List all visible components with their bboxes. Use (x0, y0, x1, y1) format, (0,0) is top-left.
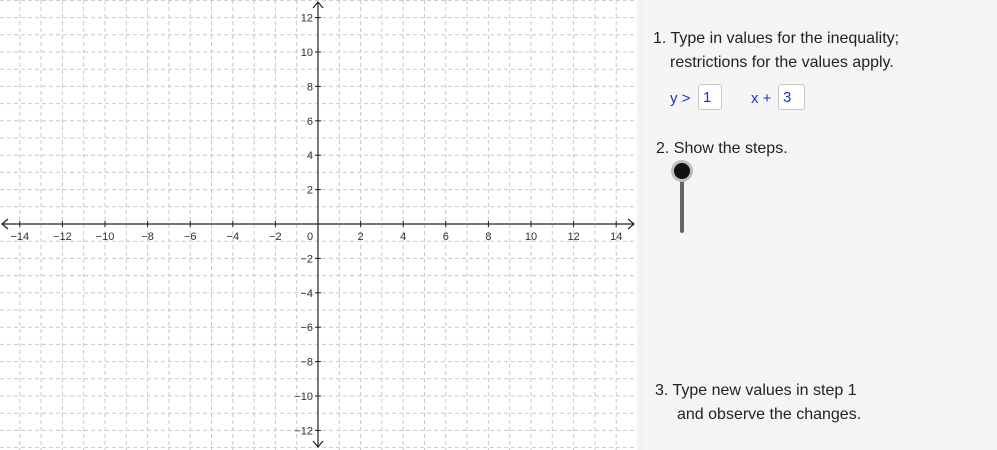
x-tick-label: −8 (141, 231, 154, 243)
x-tick-label: −2 (269, 231, 282, 243)
inequality-prefix: y > (670, 90, 691, 107)
y-tick-label: −12 (294, 425, 313, 437)
y-tick-label: −2 (300, 253, 313, 265)
x-axis-arrow-left (1, 218, 9, 230)
x-tick-label: 10 (525, 231, 537, 243)
slope-input[interactable]: 1 (698, 84, 722, 110)
coordinate-plane[interactable]: −14 −12 −10 −8 −6 −4 −2 2 4 6 8 10 12 14 0 12 10 8 6 4 2 −2 −… (0, 0, 637, 450)
x-tick-label: 6 (443, 231, 449, 243)
x-tick-label: −10 (96, 231, 115, 243)
y-tick-label: −8 (300, 357, 313, 369)
step3-title: 3. Type new values in step 1 (655, 382, 857, 399)
x-tick-label: 8 (485, 231, 491, 243)
x-tick-label: −12 (53, 231, 72, 243)
steps-slider-handle[interactable] (674, 163, 690, 179)
x-tick-label: −6 (184, 231, 197, 243)
y-tick-label: 8 (307, 81, 313, 93)
y-axis-arrow-up (312, 1, 324, 9)
steps-slider-track[interactable] (680, 171, 684, 233)
step1-title: 1. Type in values for the inequality; (653, 30, 900, 47)
y-tick-label: 6 (307, 116, 313, 128)
instructions-panel: 1. Type in values for the inequality; re… (643, 0, 997, 450)
y-tick-label: 4 (307, 150, 313, 162)
x-tick-label: 12 (567, 231, 579, 243)
intercept-input[interactable]: 3 (778, 84, 805, 110)
y-tick-label: −10 (294, 391, 313, 403)
x-axis-arrow-right (627, 218, 635, 230)
x-tick-label: −4 (227, 231, 240, 243)
x-tick-label: 14 (610, 231, 622, 243)
x-tick-label: −14 (10, 231, 29, 243)
origin-label: 0 (307, 231, 313, 243)
y-tick-label: −6 (300, 322, 313, 334)
y-tick-label: 12 (301, 13, 313, 25)
step1-subtitle: restrictions for the values apply. (670, 54, 894, 71)
y-tick-label: 2 (307, 185, 313, 197)
x-tick-label: 4 (400, 231, 406, 243)
step2-title: 2. Show the steps. (656, 140, 788, 157)
panel-divider (637, 0, 643, 450)
graphing-canvas[interactable]: −14 −12 −10 −8 −6 −4 −2 2 4 6 8 10 12 14 0 12 10 8 6 4 2 −2 −… (0, 0, 637, 450)
step3-subtitle: and observe the changes. (677, 406, 862, 423)
y-axis-arrow-down (312, 440, 324, 448)
y-tick-label: −4 (300, 288, 313, 300)
x-tick-label: 2 (358, 231, 364, 243)
inequality-mid: x + (751, 90, 772, 107)
y-tick-label: 10 (301, 47, 313, 59)
